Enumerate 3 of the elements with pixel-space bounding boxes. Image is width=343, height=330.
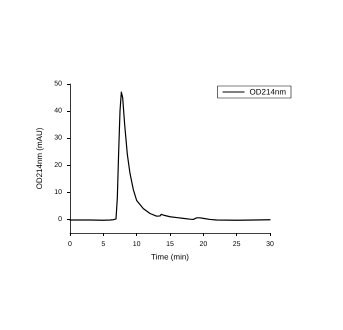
y-axis-title: OD214nm (mAU) bbox=[34, 127, 44, 190]
legend-label: OD214nm bbox=[250, 88, 286, 96]
x-axis-title: Time (min) bbox=[151, 252, 190, 262]
